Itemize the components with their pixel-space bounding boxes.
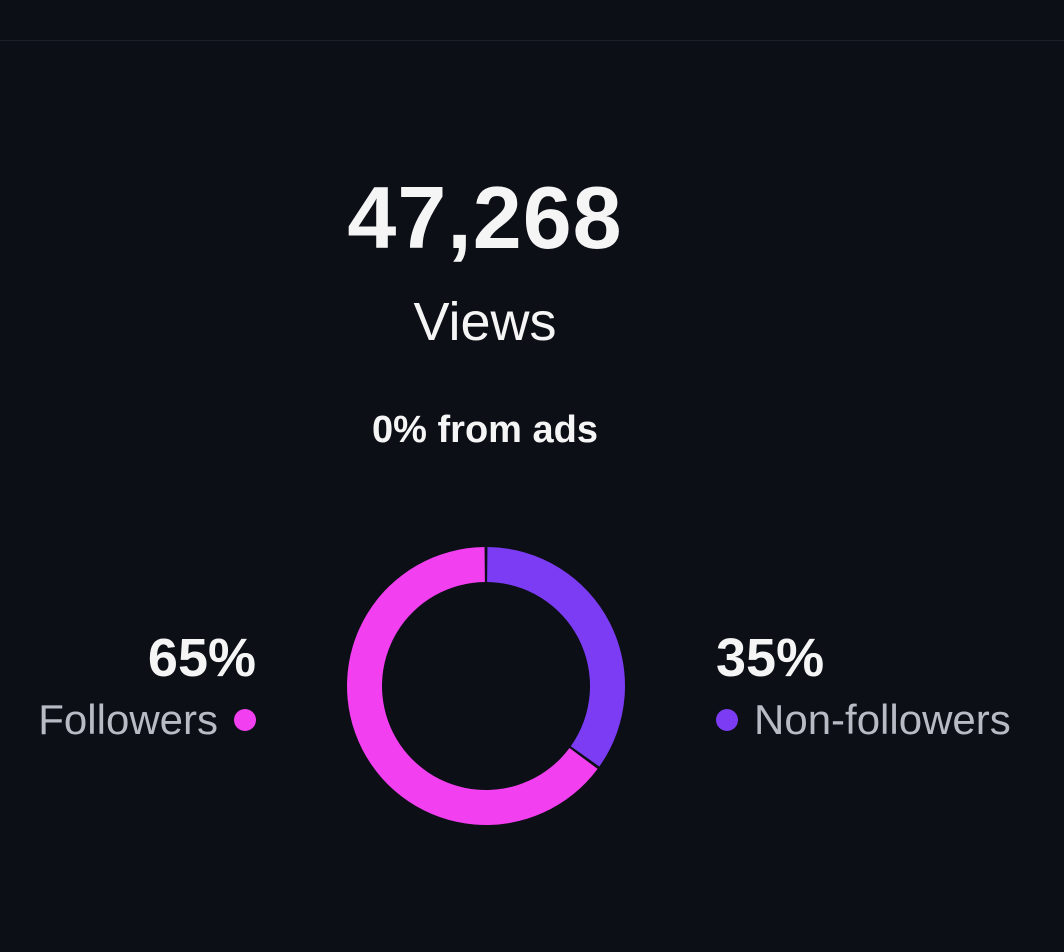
views-label: Views	[413, 292, 557, 352]
followers-percentage: 65%	[147, 628, 256, 688]
legend-non-followers: 35% Non-followers	[716, 626, 1011, 748]
non-followers-label: Non-followers	[754, 696, 1011, 743]
views-count: 47,268	[347, 168, 623, 267]
non-followers-dot-icon	[716, 709, 738, 731]
ads-percentage-text: 0% from ads	[372, 409, 598, 451]
non-followers-percentage: 35%	[716, 628, 825, 688]
followers-dot-icon	[234, 709, 256, 731]
top-divider	[0, 40, 1064, 41]
followers-label: Followers	[38, 696, 218, 743]
views-donut-chart	[347, 547, 625, 825]
followers-legend-row: Followers	[38, 692, 256, 748]
donut-slice-non-followers	[487, 547, 625, 767]
legend-followers: 65% Followers	[38, 626, 256, 748]
non-followers-legend-row: Non-followers	[716, 692, 1011, 748]
